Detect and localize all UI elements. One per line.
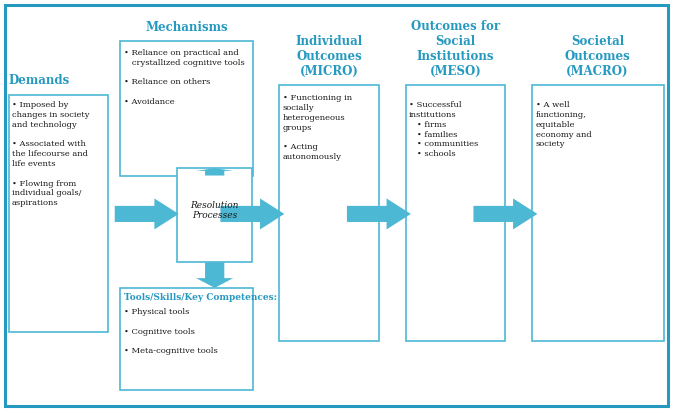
Polygon shape [347,199,411,230]
FancyBboxPatch shape [532,85,664,341]
Text: • A well
functioning,
equitable
economy and
society: • A well functioning, equitable economy … [536,101,592,148]
Text: Outcomes for
Social
Institutions
(MESO): Outcomes for Social Institutions (MESO) [411,20,500,78]
FancyBboxPatch shape [9,95,108,332]
Text: Tools/Skills/Key Competences:: Tools/Skills/Key Competences: [124,293,277,302]
FancyBboxPatch shape [279,85,379,341]
Polygon shape [114,199,179,230]
Text: • Imposed by
changes in society
and technology

• Associated with
the lifecourse: • Imposed by changes in society and tech… [12,101,90,207]
Text: • Successful
institutions
   • firms
   • families
   • communities
   • schools: • Successful institutions • firms • fami… [409,101,479,158]
FancyBboxPatch shape [120,288,253,390]
Text: • Physical tools

• Cognitive tools

• Meta-cognitive tools: • Physical tools • Cognitive tools • Met… [124,308,217,355]
FancyBboxPatch shape [406,85,505,341]
Text: • Reliance on practical and
   crystallized cognitive tools

• Reliance on other: • Reliance on practical and crystallized… [124,49,244,106]
Text: Individual
Outcomes
(MICRO): Individual Outcomes (MICRO) [295,35,363,78]
Polygon shape [197,168,234,176]
Polygon shape [197,262,234,288]
FancyBboxPatch shape [177,168,252,262]
Text: • Functioning in
socially
heterogeneous
groups

• Acting
autonomously: • Functioning in socially heterogeneous … [283,94,352,161]
Polygon shape [474,199,537,230]
Text: Mechanisms: Mechanisms [145,21,227,34]
Text: Demands: Demands [9,74,70,87]
Text: Societal
Outcomes
(MACRO): Societal Outcomes (MACRO) [565,35,631,78]
FancyBboxPatch shape [120,41,253,176]
Text: Resolution
Processes: Resolution Processes [190,201,239,220]
Polygon shape [220,199,284,230]
